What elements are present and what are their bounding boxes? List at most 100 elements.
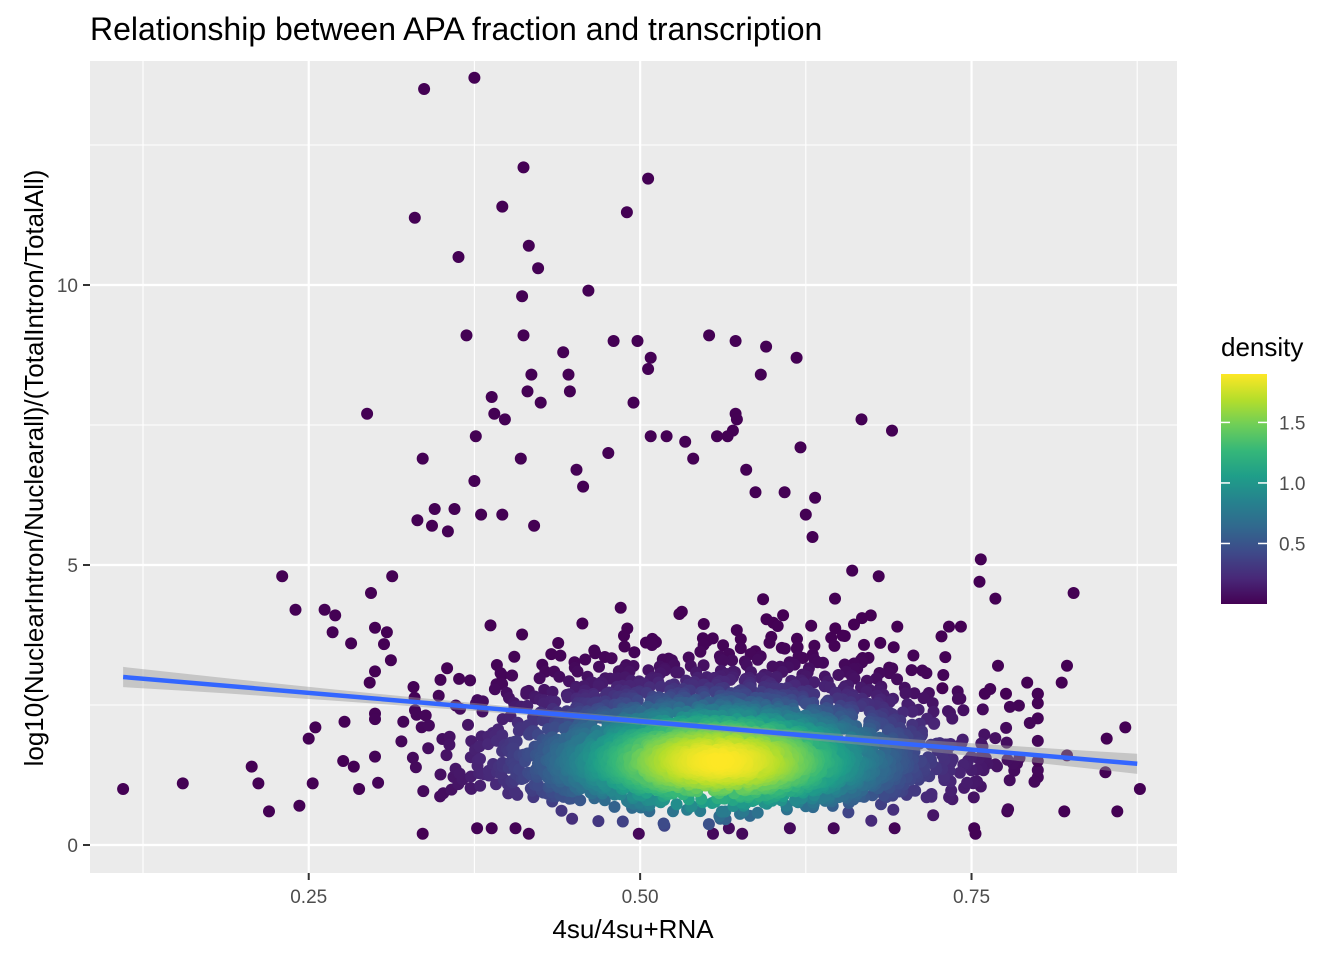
scatter-point xyxy=(521,699,534,712)
scatter-point xyxy=(553,670,566,683)
scatter-point xyxy=(289,603,302,616)
scatter-point xyxy=(509,822,522,835)
scatter-point xyxy=(514,452,527,465)
scatter-point xyxy=(411,514,424,527)
scatter-point xyxy=(422,742,435,755)
scatter-point xyxy=(498,413,511,426)
scatter-point xyxy=(794,441,807,454)
scatter-point xyxy=(628,646,641,659)
scatter-point xyxy=(749,486,762,499)
scatter-point xyxy=(614,601,627,614)
scatter-point xyxy=(338,715,351,728)
scatter-point xyxy=(460,329,473,342)
scatter-point xyxy=(558,722,571,735)
scatter-point xyxy=(562,368,575,381)
scatter-point xyxy=(778,486,791,499)
scatter-point xyxy=(1031,764,1044,777)
scatter-point xyxy=(475,508,488,521)
scatter-point xyxy=(627,396,640,409)
scatter-point xyxy=(687,452,700,465)
scatter-point xyxy=(1001,753,1014,766)
scatter-point xyxy=(736,827,749,840)
scatter-point xyxy=(577,480,590,493)
scatter-point xyxy=(546,685,559,698)
scatter-point xyxy=(943,620,955,633)
scatter-point xyxy=(176,777,189,790)
scatter-point xyxy=(417,785,430,798)
chart-title: Relationship between APA fraction and tr… xyxy=(90,11,822,47)
scatter-point xyxy=(521,385,534,398)
scatter-point xyxy=(856,612,868,625)
legend-tick-label: 1.0 xyxy=(1279,474,1305,495)
scatter-point xyxy=(1000,687,1012,700)
scatter-point xyxy=(293,799,306,812)
scatter-point xyxy=(760,340,773,353)
scatter-point xyxy=(618,640,631,653)
scatter-point xyxy=(365,587,377,599)
scatter-point xyxy=(976,703,989,716)
scatter-point xyxy=(496,200,509,213)
density-legend: density 0.5 1.0 1.5 xyxy=(1221,332,1305,604)
scatter-point xyxy=(555,804,568,817)
scatter-point xyxy=(722,822,735,835)
scatter-point xyxy=(345,637,358,650)
x-tick-label: 0.50 xyxy=(622,887,659,908)
scatter-point xyxy=(907,649,920,662)
scatter-point xyxy=(657,817,670,830)
scatter-point xyxy=(992,659,1004,672)
scatter-point xyxy=(434,673,447,686)
scatter-point xyxy=(872,570,885,583)
scatter-point xyxy=(707,827,719,840)
y-tick-label: 0 xyxy=(67,836,78,857)
scatter-point xyxy=(1099,766,1112,779)
scatter-point xyxy=(1061,659,1073,672)
scatter-point xyxy=(713,754,726,767)
legend-ticks: 0.5 1.0 1.5 xyxy=(1221,413,1305,555)
scatter-point xyxy=(771,620,784,632)
x-axis-ticks: 0.25 0.50 0.75 xyxy=(290,873,990,908)
scatter-point xyxy=(468,71,481,84)
scatter-point xyxy=(954,620,967,633)
scatter-point xyxy=(464,674,477,687)
scatter-point xyxy=(534,396,547,409)
scatter-point xyxy=(927,809,940,822)
scatter-point xyxy=(1023,717,1036,729)
grid-minor xyxy=(90,61,1177,873)
scatter-point xyxy=(1119,721,1132,734)
scatter-point xyxy=(384,654,397,667)
scatter-point xyxy=(549,721,562,734)
scatter-point xyxy=(734,633,747,646)
scatter-point xyxy=(516,628,529,641)
scatter-point xyxy=(754,368,767,381)
legend-tick-label: 1.5 xyxy=(1279,413,1305,434)
scatter-point xyxy=(702,818,715,831)
scatter-point xyxy=(697,659,710,672)
scatter-point xyxy=(448,503,461,515)
scatter-point xyxy=(571,665,584,678)
scatter-point xyxy=(790,351,803,364)
scatter-point xyxy=(380,626,393,639)
y-axis-title: log10(NuclearIntron/Nuclearall)/(TotalIn… xyxy=(19,170,49,767)
scatter-point xyxy=(646,639,658,651)
scatter-point xyxy=(829,592,841,605)
scatter-point xyxy=(832,669,845,681)
legend-colorbar xyxy=(1221,374,1267,604)
y-tick-label: 10 xyxy=(57,276,78,297)
scatter-point xyxy=(561,691,574,704)
scatter-point xyxy=(642,363,655,375)
scatter-point xyxy=(566,812,579,825)
scatter-point xyxy=(428,503,441,515)
scatter-point xyxy=(408,211,421,224)
scatter-point xyxy=(973,575,986,588)
scatter-point xyxy=(469,430,482,443)
scatter-point xyxy=(961,776,974,789)
scatter-point xyxy=(474,752,486,765)
scatter-point xyxy=(729,335,742,347)
scatter-point xyxy=(763,636,776,649)
scatter-point xyxy=(276,570,289,583)
scatter-point xyxy=(592,815,605,828)
scatter-point xyxy=(1000,721,1013,734)
scatter-point xyxy=(422,719,435,732)
scatter-point xyxy=(369,750,381,763)
scatter-point xyxy=(1012,699,1025,712)
